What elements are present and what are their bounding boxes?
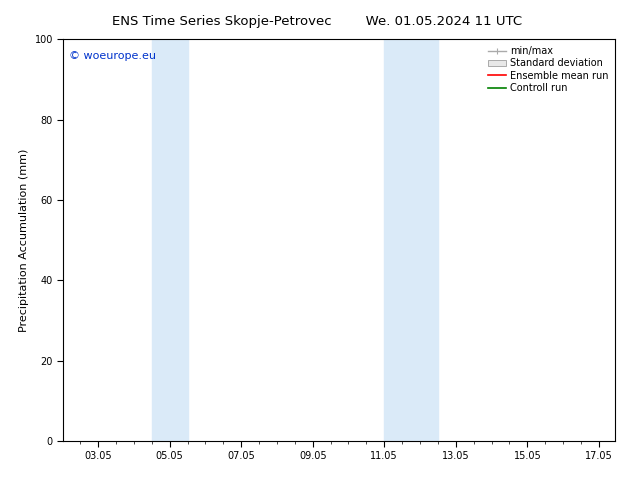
- Bar: [384, 39, 438, 441]
- Y-axis label: Precipitation Accumulation (mm): Precipitation Accumulation (mm): [19, 148, 29, 332]
- Text: ENS Time Series Skopje-Petrovec        We. 01.05.2024 11 UTC: ENS Time Series Skopje-Petrovec We. 01.0…: [112, 15, 522, 28]
- Bar: [152, 39, 188, 441]
- Legend: min/max, Standard deviation, Ensemble mean run, Controll run: min/max, Standard deviation, Ensemble me…: [486, 44, 610, 95]
- Text: © woeurope.eu: © woeurope.eu: [69, 51, 156, 61]
